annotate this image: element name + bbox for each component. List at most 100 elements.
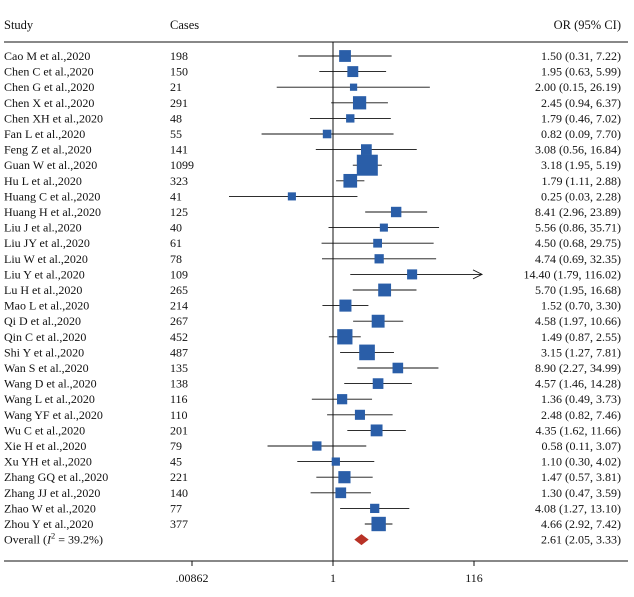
or-ci-value: 2.00 (0.15, 26.19) <box>535 80 621 94</box>
point-estimate-marker <box>337 329 353 345</box>
cases-value: 109 <box>170 267 188 281</box>
point-estimate-marker <box>370 424 383 437</box>
study-row: Chen C et al.,2020 150 1.95 (0.63, 5.99) <box>4 65 621 79</box>
study-row: Chen X et al.,2020 291 2.45 (0.94, 6.37) <box>4 96 621 110</box>
point-estimate-marker <box>346 114 355 123</box>
point-estimate-marker <box>352 96 367 110</box>
cases-value: 41 <box>170 189 182 203</box>
or-ci-value: 4.74 (0.69, 32.35) <box>535 252 621 266</box>
study-label: Chen C et al.,2020 <box>4 65 94 79</box>
study-row: Wu C et al.,2020 201 4.35 (1.62, 11.66) <box>4 423 621 437</box>
point-estimate-marker <box>339 50 351 62</box>
cases-value: 221 <box>170 470 188 484</box>
study-label: Zhou Y et al.,2020 <box>4 517 93 531</box>
study-rows: Cao M et al.,2020 198 1.50 (0.31, 7.22) Che… <box>4 49 621 532</box>
study-row: Zhou Y et al.,2020 377 4.66 (2.92, 7.42) <box>4 516 621 532</box>
study-label: Liu JY et al.,2020 <box>4 236 90 250</box>
point-estimate-marker <box>347 66 359 78</box>
or-ci-value: 4.57 (1.46, 14.28) <box>535 377 621 391</box>
study-row: Guan W et al.,2020 1099 3.18 (1.95, 5.19) <box>4 154 621 176</box>
or-ci-value: 1.95 (0.63, 5.99) <box>541 65 621 79</box>
cases-value: 45 <box>170 455 182 469</box>
cases-value: 201 <box>170 423 188 437</box>
point-estimate-marker <box>379 223 388 232</box>
point-estimate-marker <box>338 471 351 484</box>
study-row: Xie H et al.,2020 79 0.58 (0.11, 3.07) <box>4 439 621 453</box>
overall-or-ci-value: 2.61 (2.05, 3.33) <box>541 533 621 547</box>
study-row: Zhang JJ et al.,2020 140 1.30 (0.47, 3.59) <box>4 486 621 500</box>
cases-value: 21 <box>170 80 182 94</box>
study-row: Qi D et al.,2020 267 4.58 (1.97, 10.66) <box>4 314 621 328</box>
study-label: Wang YF et al.,2020 <box>4 408 103 422</box>
study-label: Lu H et al.,2020 <box>4 283 82 297</box>
point-estimate-marker <box>312 441 322 451</box>
cases-value: 1099 <box>170 158 194 172</box>
or-ci-value: 4.08 (1.27, 13.10) <box>535 501 621 515</box>
point-estimate-marker <box>373 238 382 248</box>
point-estimate-marker <box>335 487 347 499</box>
study-label: Liu W et al.,2020 <box>4 252 88 266</box>
point-estimate-marker <box>390 206 402 218</box>
study-row: Wang YF et al.,2020 110 2.48 (0.82, 7.46) <box>4 408 621 422</box>
point-estimate-marker <box>339 299 352 312</box>
cases-value: 265 <box>170 283 188 297</box>
study-row: Xu YH et al.,2020 45 1.10 (0.30, 4.02) <box>4 455 621 469</box>
study-label: Fan L et al.,2020 <box>4 127 85 141</box>
cases-value: 138 <box>170 377 188 391</box>
header-cases: Cases <box>170 18 199 32</box>
cases-value: 55 <box>170 127 182 141</box>
ci-arrow <box>472 269 484 280</box>
cases-value: 125 <box>170 205 188 219</box>
point-estimate-marker <box>331 457 340 466</box>
point-estimate-marker <box>359 344 375 361</box>
study-label: Xu YH et al.,2020 <box>4 455 92 469</box>
point-estimate-marker <box>337 394 348 405</box>
study-row: Hu L et al.,2020 323 1.79 (1.11, 2.88) <box>4 174 621 188</box>
study-label: Mao L et al.,2020 <box>4 299 89 313</box>
or-ci-value: 4.58 (1.97, 10.66) <box>535 314 621 328</box>
point-estimate-marker <box>374 254 384 264</box>
study-row: Liu Y et al.,2020 109 14.40 (1.79, 116.02) <box>4 267 621 281</box>
point-estimate-marker <box>392 362 404 374</box>
point-estimate-marker <box>322 129 332 139</box>
study-label: Zhao W et al.,2020 <box>4 501 96 515</box>
study-row: Liu W et al.,2020 78 4.74 (0.69, 32.35) <box>4 252 621 266</box>
study-row: Shi Y et al.,2020 487 3.15 (1.27, 7.81) <box>4 344 621 361</box>
point-estimate-marker <box>287 192 296 201</box>
cases-value: 141 <box>170 143 188 157</box>
or-ci-value: 3.08 (0.56, 16.84) <box>535 143 621 157</box>
or-ci-value: 1.79 (0.46, 7.02) <box>541 111 621 125</box>
study-row: Chen XH et al.,2020 48 1.79 (0.46, 7.02) <box>4 111 621 125</box>
cases-value: 140 <box>170 486 188 500</box>
or-ci-value: 1.79 (1.11, 2.88) <box>541 174 621 188</box>
study-label: Qi D et al.,2020 <box>4 314 81 328</box>
cases-value: 135 <box>170 361 188 375</box>
header-study: Study <box>4 18 34 32</box>
header-or-ci: OR (95% CI) <box>554 18 621 32</box>
cases-value: 323 <box>170 174 188 188</box>
cases-value: 452 <box>170 330 188 344</box>
or-ci-value: 0.82 (0.09, 7.70) <box>541 127 621 141</box>
overall-label: Overall (I2 = 39.2%) <box>4 531 103 547</box>
study-label: Liu J et al.,2020 <box>4 221 82 235</box>
point-estimate-marker <box>371 516 386 532</box>
point-estimate-marker <box>407 269 418 280</box>
study-label: Chen X et al.,2020 <box>4 96 94 110</box>
study-label: Cao M et al.,2020 <box>4 49 90 63</box>
or-ci-value: 1.52 (0.70, 3.30) <box>541 299 621 313</box>
study-row: Wang L et al.,2020 116 1.36 (0.49, 3.73) <box>4 392 621 406</box>
header-row: Study Cases OR (95% CI) <box>4 18 621 32</box>
study-row: Chen G et al.,2020 21 2.00 (0.15, 26.19) <box>4 80 621 94</box>
point-estimate-marker <box>361 144 372 155</box>
overall-diamond <box>354 534 369 546</box>
study-row: Liu JY et al.,2020 61 4.50 (0.68, 29.75) <box>4 236 621 250</box>
study-label: Wu C et al.,2020 <box>4 423 85 437</box>
cases-value: 291 <box>170 96 188 110</box>
study-label: Guan W et al.,2020 <box>4 158 97 172</box>
or-ci-value: 2.45 (0.94, 6.37) <box>541 96 621 110</box>
cases-value: 377 <box>170 517 188 531</box>
x-axis-ticks: .00862 1 116 <box>176 561 483 585</box>
study-label: Hu L et al.,2020 <box>4 174 82 188</box>
study-row: Wan S et al.,2020 135 8.90 (2.27, 34.99) <box>4 361 621 375</box>
study-label: Wang D et al.,2020 <box>4 377 97 391</box>
